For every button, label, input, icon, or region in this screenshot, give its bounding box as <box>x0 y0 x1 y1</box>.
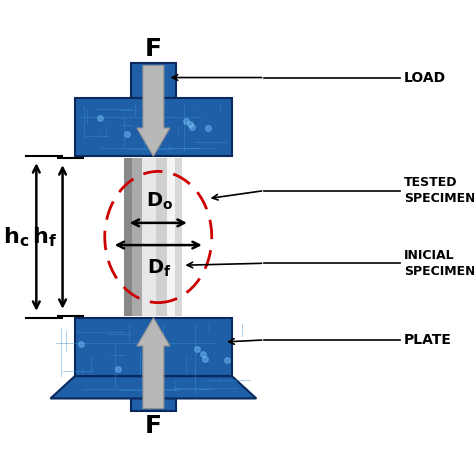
Text: TESTED
SPECIMEN: TESTED SPECIMEN <box>404 176 474 205</box>
Bar <box>175 158 182 316</box>
FancyArrow shape <box>137 65 170 156</box>
Text: F: F <box>145 413 162 438</box>
Text: INICIAL
SPECIMEN: INICIAL SPECIMEN <box>404 249 474 278</box>
Text: PLATE: PLATE <box>404 333 452 347</box>
Text: $\mathbf{h_f}$: $\mathbf{h_f}$ <box>32 225 57 249</box>
Bar <box>75 318 232 376</box>
Text: F: F <box>145 37 162 61</box>
Polygon shape <box>50 376 256 399</box>
Text: $\mathbf{D_f}$: $\mathbf{D_f}$ <box>147 258 172 279</box>
Text: $\mathbf{D_o}$: $\mathbf{D_o}$ <box>146 190 173 211</box>
Bar <box>131 64 175 98</box>
Text: LOAD: LOAD <box>404 71 446 84</box>
Text: $\mathbf{h_c}$: $\mathbf{h_c}$ <box>3 225 29 249</box>
Bar <box>124 158 132 316</box>
Bar <box>75 98 232 156</box>
Bar <box>156 158 167 316</box>
Bar <box>167 158 175 316</box>
FancyArrow shape <box>137 318 170 409</box>
Bar <box>131 376 175 410</box>
Bar <box>124 158 182 316</box>
Bar <box>132 158 142 316</box>
Bar <box>142 158 156 316</box>
